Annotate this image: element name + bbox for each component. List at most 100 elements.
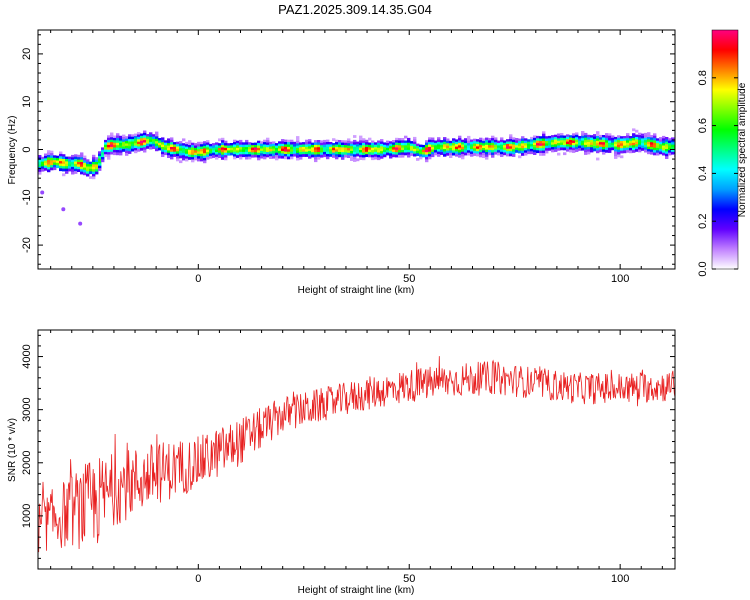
spectrogram-cell [449, 155, 453, 158]
spectrogram-cell [581, 131, 585, 134]
spectrogram-cell [131, 139, 135, 142]
spectrogram-cell [386, 143, 390, 146]
spectrogram-cell [239, 139, 243, 143]
spectrogram-cell [290, 139, 294, 143]
spectrogram-cell [359, 157, 363, 160]
spectrogram-cell [200, 146, 204, 150]
spectrogram-cell [113, 149, 117, 153]
spectrogram-cell [359, 152, 363, 156]
spectrogram-cell [134, 138, 138, 142]
spectrogram-cell [311, 147, 315, 151]
spectrogram-cell [398, 145, 402, 149]
spectrogram-cell [200, 153, 204, 157]
spectrogram-cell [209, 148, 213, 152]
spectrogram-cell [539, 136, 543, 139]
spectrogram-cell [446, 152, 450, 156]
spectrogram-cell [407, 142, 411, 146]
spectrogram-cell [314, 142, 318, 146]
spectrogram-cell [641, 140, 645, 144]
spectrogram-cell [584, 135, 588, 139]
spectrogram-cell [611, 135, 615, 139]
spectrogram-cell [605, 140, 609, 144]
spectrogram-cell [215, 149, 219, 153]
spectrogram-cell [476, 139, 480, 142]
spectrogram-cell [413, 151, 417, 155]
spectrogram-cell [557, 152, 561, 156]
spectrogram-cell [395, 154, 399, 158]
spectrogram-cell [584, 144, 588, 148]
spectrogram-cell [596, 157, 600, 161]
spectrogram-cell [134, 143, 138, 146]
spectrogram-cell [176, 153, 180, 157]
spectrogram-cell [305, 149, 309, 153]
spectrogram-cell [575, 149, 579, 152]
spectrogram-cell [290, 149, 294, 153]
spectrogram-cell [437, 146, 441, 150]
spectrogram-cell [116, 142, 120, 146]
spectrogram-cell [365, 149, 369, 153]
spectrogram-cell [518, 143, 522, 147]
spectrogram-cell [215, 142, 219, 146]
spectrogram-cell [185, 144, 189, 147]
spectrogram-cell [170, 147, 174, 150]
spectrogram-cell [203, 141, 207, 144]
spectrogram-cell [632, 142, 636, 146]
spectrogram-cell [419, 154, 423, 157]
spectrogram-cell [524, 152, 528, 156]
spectrogram-cell [143, 135, 147, 139]
spectrogram-cell [251, 150, 255, 153]
spectrogram-cell [656, 140, 660, 144]
spectrogram-cell [602, 149, 606, 153]
spectrogram-cell [185, 153, 189, 157]
spectrogram-cell [278, 155, 282, 159]
spectrogram-cell [389, 150, 393, 154]
spectrogram-cell [203, 153, 207, 156]
spectrogram-cell [542, 138, 546, 142]
spectrogram-cell [113, 135, 117, 139]
spectrogram-cell [296, 140, 300, 144]
spectrogram-cell [551, 144, 555, 148]
spectrogram-cell [182, 150, 186, 154]
spectrogram-cell [635, 137, 639, 140]
spectrogram-cell [482, 140, 486, 144]
spectrogram-cell [275, 150, 279, 154]
spectrogram-cell [347, 150, 351, 154]
spectrogram-cell [131, 136, 135, 140]
spectrogram-cell [248, 154, 252, 157]
spectrogram-cell [644, 137, 648, 141]
spectrogram-cell [542, 148, 546, 151]
spectrogram-cell [92, 176, 96, 180]
spectrogram-cell [326, 144, 330, 148]
spectrogram-cell [476, 148, 480, 152]
spectrogram-cell [257, 150, 261, 154]
spectrogram-cell [113, 152, 117, 156]
spectrogram-cell [149, 141, 153, 145]
spectrogram-cell [287, 144, 291, 148]
spectrogram-cell [365, 154, 369, 157]
spectrogram-cell [272, 141, 276, 145]
spectrogram-cell [653, 152, 657, 156]
spectrogram-cell [116, 138, 120, 141]
spectrogram-cell [479, 147, 483, 151]
spectrogram-cell [563, 145, 567, 148]
spectrogram-cell [221, 152, 225, 155]
spectrogram-cell [359, 142, 363, 146]
spectrogram-cell [617, 149, 621, 153]
spectrogram-cell [650, 137, 654, 141]
spectrogram-cell [194, 147, 198, 151]
spectrogram-cell [209, 143, 213, 147]
spectrogram-cell [197, 149, 201, 152]
spectrogram-cell [467, 152, 471, 156]
spectrogram-cell [455, 153, 459, 157]
spectrogram-cell [41, 159, 45, 162]
spectrogram-cell [233, 149, 237, 153]
spectrogram-cell [80, 166, 84, 170]
spectrogram-cell [497, 143, 501, 146]
spectrogram-cell [497, 140, 501, 144]
spectrogram-cell [203, 158, 207, 161]
spectrogram-point [61, 207, 66, 212]
spectrogram-cell [329, 142, 333, 145]
spectrogram-cell [368, 154, 372, 158]
spectrogram-cell [584, 147, 588, 151]
spectrogram-cell [122, 139, 126, 143]
